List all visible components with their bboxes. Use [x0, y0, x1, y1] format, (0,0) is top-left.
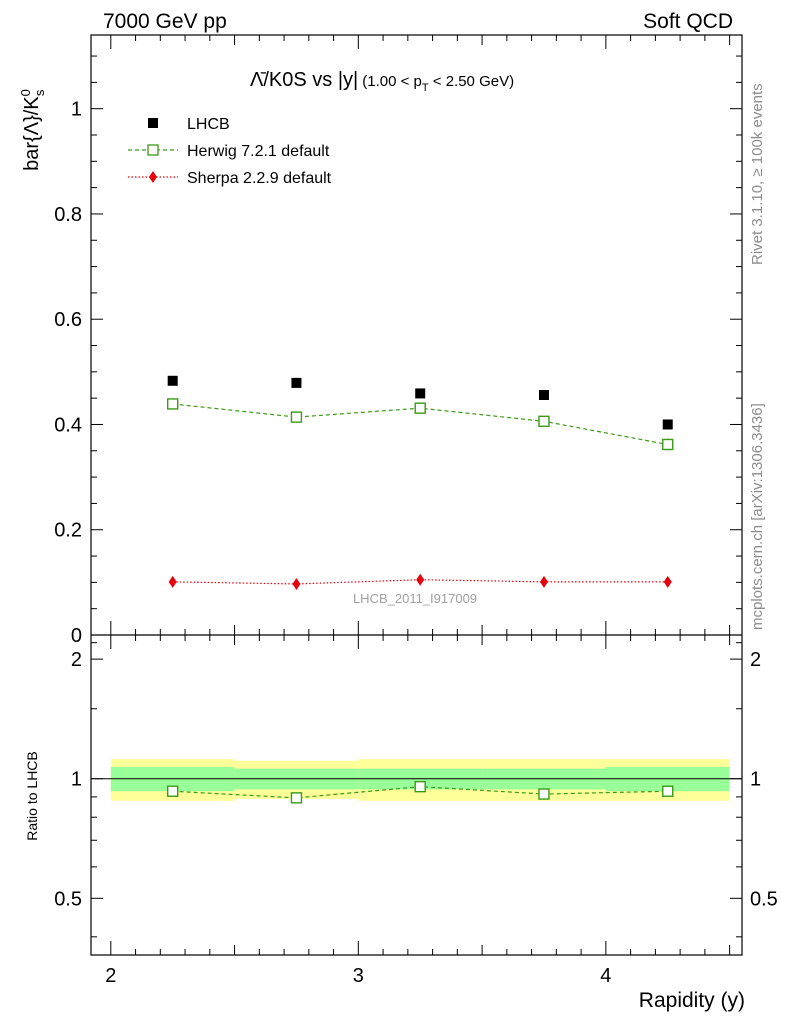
chart-axes: 0 0.2 0.4 0.6 0.8 1 2 3 4 0.5 0.5 1 1 2 2	[54, 34, 778, 987]
plot-title-cut-sub: T	[422, 82, 429, 94]
analysis-watermark: LHCB_2011_I917009	[353, 591, 477, 606]
rivet-version-label: Rivet 3.1.10, ≥ 100k events	[749, 83, 766, 265]
plot-title-main: Λ̄/K0S vs |y|	[250, 69, 358, 91]
ratio-herwig-point	[414, 780, 426, 793]
x-axis-title: Rapidity (y)	[639, 989, 745, 1012]
legend-herwig-marker	[147, 144, 159, 156]
legend-lhcb-label: LHCB	[187, 116, 230, 133]
ratio-tick-label: 1	[71, 769, 82, 791]
sherpa-point	[292, 577, 301, 590]
ratio-herwig-point	[166, 785, 179, 797]
ratio-tick-label: 0.5	[54, 888, 82, 910]
header-right: Soft QCD	[643, 10, 733, 33]
y-tick-label: 0.6	[54, 309, 82, 331]
plot-title-cut-suffix: < 2.50 GeV)	[429, 73, 514, 90]
y-axis-title-sub: s	[32, 89, 47, 96]
y-axis-title: bar{Λ}/K0s	[18, 89, 47, 171]
herwig-point	[538, 415, 550, 428]
mcplots-label: mcplots.cern.ch [arXiv:1306.3436]	[749, 403, 766, 630]
sherpa-point	[416, 573, 425, 586]
ratio-tick-label: 2	[71, 649, 82, 671]
ratio-herwig-point	[538, 788, 550, 800]
ratio-tick-label-right: 2	[750, 649, 761, 671]
herwig-point	[662, 438, 674, 451]
ratio-y-axis-title: Ratio to LHCB	[24, 751, 40, 840]
ratio-uncertainty-bands	[91, 759, 742, 801]
herwig-point	[166, 398, 179, 410]
ratio-herwig-point	[290, 792, 303, 804]
plot-title-cut-prefix: (1.00 < p	[362, 73, 422, 90]
legend-herwig-label: Herwig 7.2.1 default	[187, 143, 330, 160]
plot-frame	[90, 34, 743, 956]
x-tick-label: 4	[600, 965, 611, 987]
legend-sherpa-marker	[149, 171, 157, 183]
lhcb-point	[167, 375, 178, 386]
chart-marks	[166, 375, 674, 804]
sherpa-point	[663, 575, 672, 588]
lhcb-point	[538, 390, 549, 400]
ratio-tick-label-right: 0.5	[750, 888, 778, 910]
lhcb-point	[291, 377, 302, 388]
y-tick-label: 0.8	[54, 204, 82, 226]
y-axis-title-text: bar{Λ}/K	[21, 96, 43, 171]
y-tick-label: 0.4	[54, 414, 82, 436]
plot-title: Λ̄/K0S vs |y| (1.00 < pT < 2.50 GeV)	[250, 69, 514, 94]
ratio-herwig-point	[662, 785, 674, 797]
y-axis-title-sup: 0	[18, 89, 33, 96]
lhcb-point	[415, 388, 426, 399]
legend-lhcb-marker	[148, 118, 158, 128]
herwig-point	[290, 411, 303, 423]
x-tick-label: 2	[105, 965, 116, 987]
ratio-tick-label-right: 1	[750, 769, 761, 791]
lhcb-point	[662, 419, 673, 430]
legend: LHCB Herwig 7.2.1 default Sherpa 2.2.9 d…	[128, 116, 332, 187]
sherpa-point	[168, 575, 177, 588]
y-tick-label: 0.2	[54, 520, 82, 542]
sherpa-point	[539, 575, 548, 588]
herwig-point	[414, 402, 426, 414]
legend-sherpa-label: Sherpa 2.2.9 default	[187, 170, 332, 187]
y-tick-label: 1	[71, 99, 82, 121]
y-tick-label: 0	[71, 625, 82, 647]
x-tick-label: 3	[353, 965, 364, 987]
header-left: 7000 GeV pp	[103, 10, 227, 33]
